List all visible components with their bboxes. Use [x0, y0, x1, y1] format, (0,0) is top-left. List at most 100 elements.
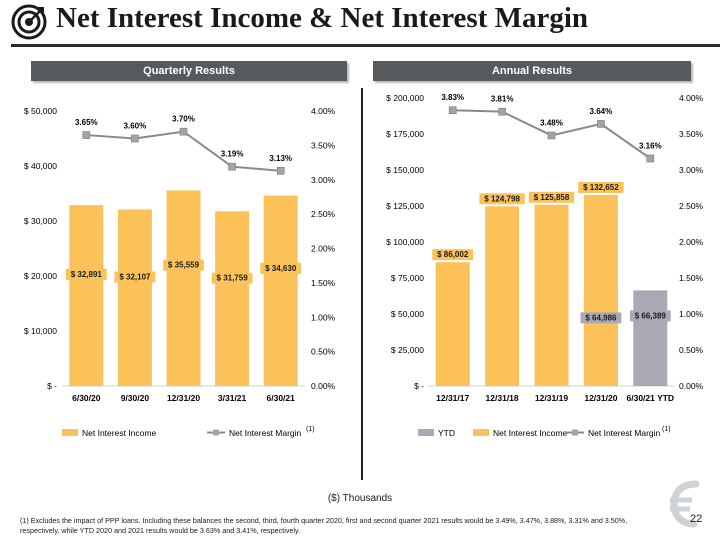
q-nim-point [131, 134, 139, 143]
page-number: 22 [690, 513, 703, 525]
a-bar-nii [583, 194, 618, 386]
a-nim-point [646, 154, 655, 163]
q-legend-label: Net Interest Income [82, 428, 156, 438]
a-y2-tick-label: 2.00% [679, 237, 704, 247]
q-y2-tick-label: 2.00% [311, 244, 336, 254]
q-y-tick-label: $ - [47, 381, 57, 391]
q-nim-data-label: 3.13% [269, 154, 292, 163]
title-rule [11, 44, 720, 47]
q-nim-point [179, 127, 188, 136]
q-y2-tick-label: 3.00% [311, 175, 336, 185]
a-bar-label-bg [528, 191, 575, 203]
a-bar-label-bg [629, 310, 671, 322]
q-y2-tick-label: 1.00% [311, 312, 336, 322]
a-bar-data-label: $ 64,986 [585, 313, 617, 322]
q-bar-nii [215, 211, 250, 386]
a-y-tick-label: $ 175,000 [386, 129, 424, 139]
q-y-tick-label: $ 30,000 [24, 216, 57, 226]
q-y2-tick-label: 1.50% [311, 278, 336, 288]
q-nim-data-label: 3.60% [124, 122, 147, 131]
q-y-tick-label: $ 50,000 [24, 106, 57, 116]
quarterly-results-header: Quarterly Results [31, 61, 347, 81]
q-y-tick-label: $ 10,000 [24, 326, 57, 336]
q-bar-label-bg [65, 268, 107, 280]
a-nim-data-label: 3.81% [491, 95, 514, 104]
a-nim-point [498, 107, 506, 116]
a-y-tick-label: $ 25,000 [391, 345, 424, 355]
q-category-label: 6/30/20 [72, 393, 101, 403]
a-y-tick-label: $ 75,000 [391, 273, 424, 283]
q-bar-nii [117, 209, 152, 386]
q-bar-label-bg [211, 272, 253, 284]
a-legend-swatch [473, 429, 489, 436]
brand-watermark-icon [670, 480, 700, 528]
q-bar-nii [166, 190, 201, 386]
q-nim-data-label: 3.19% [221, 150, 244, 159]
a-y2-tick-label: 0.00% [679, 381, 704, 391]
a-nim-data-label: 3.48% [540, 118, 563, 127]
q-bar-data-label: $ 32,107 [119, 273, 151, 282]
a-y-tick-label: $ 50,000 [391, 309, 424, 319]
a-bar-label-bg [479, 193, 525, 205]
a-y-tick-label: $ 125,000 [386, 201, 424, 211]
a-category-label: 12/31/18 [486, 393, 519, 403]
q-category-label: 12/31/20 [167, 393, 200, 403]
q-category-label: 3/31/21 [218, 393, 247, 403]
q-nim-data-label: 3.70% [172, 115, 195, 124]
q-legend-label: Net Interest Margin [229, 428, 302, 438]
a-bar-ytd [633, 290, 668, 386]
a-bar-data-label: $ 86,002 [437, 250, 469, 259]
a-bar-nii [485, 206, 520, 386]
q-nim-point [228, 162, 236, 171]
q-bar-label-bg [163, 259, 204, 271]
a-category-label: 12/31/19 [535, 393, 568, 403]
a-y2-tick-label: 1.50% [679, 273, 704, 283]
q-nim-line [86, 130, 281, 172]
a-legend-label: Net Interest Income [493, 428, 567, 438]
a-legend-label: Net Interest Margin [588, 428, 661, 438]
a-y2-tick-label: 3.00% [679, 165, 704, 175]
panel-divider [361, 88, 363, 480]
a-y-tick-label: $ - [414, 381, 424, 391]
q-y2-tick-label: 3.50% [311, 140, 336, 150]
footnote: (1) Excludes the impact of PPP loans. In… [20, 516, 628, 535]
q-category-label: 9/30/20 [121, 393, 150, 403]
a-y-tick-label: $ 100,000 [386, 237, 424, 247]
q-y2-tick-label: 0.00% [311, 381, 336, 391]
q-y2-tick-label: 4.00% [311, 106, 336, 116]
a-bar-label-bg [578, 181, 624, 193]
q-bar-nii [69, 205, 104, 386]
q-legend-swatch [62, 429, 78, 436]
a-y-tick-label: $ 150,000 [386, 165, 424, 175]
a-bar-label-bg [580, 312, 622, 324]
a-y2-tick-label: 4.00% [679, 93, 704, 103]
a-legend-swatch [418, 429, 434, 436]
q-nim-data-label: 3.65% [75, 118, 98, 127]
a-bar-label-bg [432, 249, 474, 261]
a-nim-data-label: 3.83% [441, 93, 464, 102]
a-bar-nii [534, 204, 569, 386]
q-nim-point [82, 131, 91, 139]
a-nim-data-label: 3.16% [639, 141, 662, 150]
a-category-label: 12/31/20 [584, 393, 617, 403]
q-y2-tick-label: 2.50% [311, 209, 336, 219]
a-legend-marker [572, 429, 578, 436]
a-legend-label: YTD [438, 428, 455, 438]
q-y-tick-label: $ 20,000 [24, 271, 57, 281]
units-note: ($) Thousands [327, 493, 393, 504]
q-bar-data-label: $ 32,891 [71, 270, 103, 279]
a-y2-tick-label: 3.50% [679, 129, 704, 139]
a-bar-data-label: $ 132,652 [583, 183, 619, 192]
a-nim-point [597, 120, 605, 128]
a-nim-point [547, 131, 556, 140]
a-bar-data-label: $ 124,798 [484, 194, 520, 203]
q-bar-data-label: $ 31,759 [217, 274, 249, 283]
a-y-tick-label: $ 200,000 [386, 93, 424, 103]
a-nim-point [448, 106, 457, 115]
page-title: Net Interest Income & Net Interest Margi… [56, 2, 589, 34]
a-category-label: 6/30/21 YTD [627, 393, 675, 403]
a-legend-footnote-mark: (1) [662, 426, 671, 433]
q-bar-nii [263, 195, 298, 386]
q-y2-tick-label: 0.50% [311, 347, 336, 357]
q-bar-data-label: $ 34,630 [265, 264, 297, 273]
